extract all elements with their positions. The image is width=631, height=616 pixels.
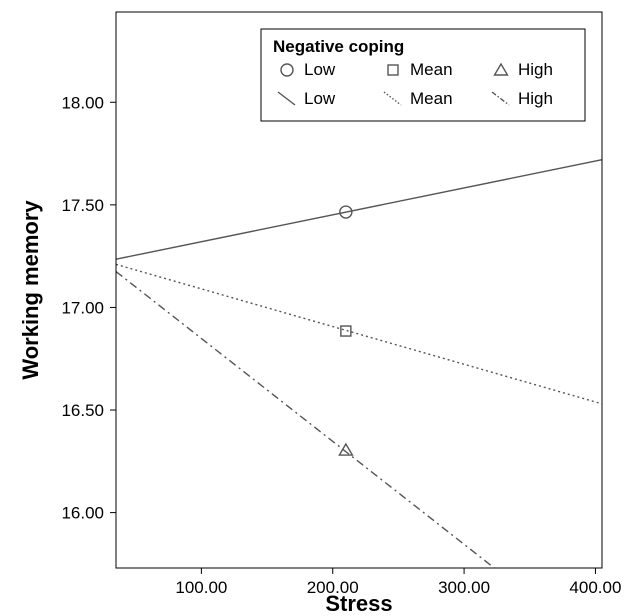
legend-line-high xyxy=(491,91,510,106)
x-axis-title: Stress xyxy=(325,591,392,616)
legend-marker-mean xyxy=(387,64,399,76)
data-point-low xyxy=(339,205,353,219)
legend-line-label: Low xyxy=(304,89,336,108)
legend-marker-label: High xyxy=(518,60,553,79)
data-point-high xyxy=(338,442,354,456)
y-tick-label: 17.00 xyxy=(61,298,104,317)
x-tick-label: 100.00 xyxy=(175,578,227,597)
series-line-mean xyxy=(115,263,603,405)
legend-marker-label: Mean xyxy=(410,60,453,79)
y-axis-ticks: 16.00 16.50 17.00 17.50 18.00 xyxy=(61,93,116,523)
legend-line-mean xyxy=(383,91,402,106)
legend-line-low xyxy=(277,91,296,106)
legend-marker-high xyxy=(493,62,509,76)
x-tick-label: 400.00 xyxy=(569,578,621,597)
x-tick-label: 300.00 xyxy=(438,578,490,597)
legend-marker-low xyxy=(280,63,294,77)
y-tick-label: 17.50 xyxy=(61,196,104,215)
y-tick-label: 16.00 xyxy=(61,504,104,523)
x-tick-label: 200.00 xyxy=(307,578,359,597)
y-tick-label: 16.50 xyxy=(61,401,104,420)
legend-box xyxy=(260,28,586,122)
legend-title: Negative coping xyxy=(273,37,404,56)
plot-lines xyxy=(115,159,603,569)
legend-line-label: High xyxy=(518,89,553,108)
plot-frame xyxy=(115,11,603,569)
y-axis-title: Working memory xyxy=(18,200,43,380)
series-line-high xyxy=(115,270,495,569)
data-point-mean xyxy=(340,325,352,337)
y-tick-label: 18.00 xyxy=(61,93,104,112)
legend-items: Low Low Mean Mean High High xyxy=(277,60,553,108)
legend-marker-label: Low xyxy=(304,60,336,79)
series-line-low xyxy=(115,159,603,260)
x-axis-ticks: 100.00 200.00 300.00 400.00 xyxy=(175,568,621,597)
legend-line-label: Mean xyxy=(410,89,453,108)
plot-markers xyxy=(338,205,354,456)
legend: Negative coping Low Low Mean Mean High High xyxy=(260,28,586,122)
